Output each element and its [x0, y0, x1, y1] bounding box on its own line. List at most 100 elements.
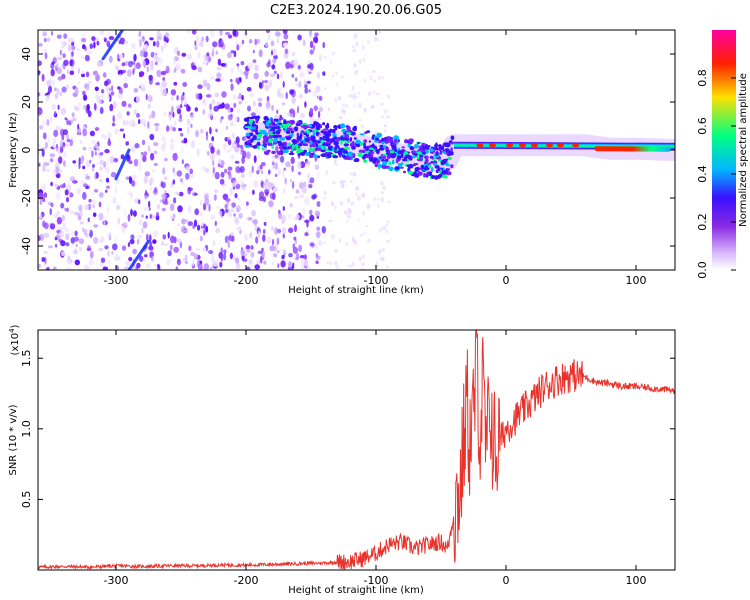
noise-blob: [247, 217, 253, 221]
noise-blob: [68, 37, 74, 44]
noise-blob: [214, 92, 219, 98]
noise-blob: [291, 73, 295, 78]
noise-blob: [173, 48, 177, 53]
noise-blob: [67, 44, 72, 52]
noise-blob: [314, 164, 320, 170]
signal-blob: [326, 153, 330, 158]
signal-blob: [401, 158, 408, 162]
signal-blob: [375, 149, 380, 154]
noise-blob: [190, 252, 195, 256]
noise-blob: [206, 82, 211, 91]
noise-blob: [73, 236, 80, 242]
noise-blob: [238, 212, 243, 219]
noise-blob: [121, 62, 126, 67]
noise-blob: [361, 192, 366, 199]
noise-blob: [240, 70, 245, 76]
noise-blob: [149, 214, 153, 219]
noise-blob: [113, 158, 119, 163]
noise-blob: [74, 248, 78, 255]
noise-blob: [206, 61, 209, 66]
signal-blob: [426, 158, 429, 163]
noise-blob: [282, 233, 285, 239]
noise-blob: [170, 182, 174, 188]
noise-blob: [86, 50, 92, 56]
noise-blob: [253, 155, 257, 164]
noise-blob: [297, 34, 302, 41]
signal-blob: [393, 135, 400, 141]
noise-blob: [227, 149, 231, 153]
noise-blob: [209, 76, 215, 80]
noise-blob: [38, 107, 43, 116]
noise-blob: [56, 67, 63, 75]
noise-blob: [358, 102, 362, 109]
noise-blob: [142, 155, 147, 162]
signal-blob: [313, 121, 318, 126]
noise-blob: [249, 232, 253, 239]
noise-blob: [117, 111, 123, 120]
noise-blob: [276, 73, 280, 80]
noise-blob: [273, 187, 277, 192]
noise-blob: [309, 40, 314, 49]
signal-blob: [379, 147, 385, 151]
noise-blob: [266, 61, 271, 68]
noise-blob: [84, 54, 90, 62]
noise-blob: [147, 103, 151, 109]
noise-blob: [227, 166, 233, 171]
spectral-streak: [127, 239, 150, 270]
noise-blob: [358, 217, 361, 221]
noise-blob: [71, 112, 75, 118]
noise-blob: [185, 172, 190, 180]
noise-blob: [66, 207, 69, 212]
signal-blob: [265, 121, 270, 127]
noise-blob: [341, 108, 344, 113]
noise-blob: [87, 80, 92, 85]
noise-blob: [175, 63, 181, 71]
noise-blob: [315, 260, 319, 265]
noise-blob: [285, 161, 291, 168]
noise-blob: [143, 44, 149, 49]
noise-blob: [42, 48, 48, 53]
noise-blob: [152, 239, 157, 245]
signal-blob: [409, 156, 413, 161]
noise-blob: [62, 160, 66, 167]
noise-blob: [385, 224, 389, 227]
noise-blob: [208, 250, 214, 254]
noise-blob: [218, 41, 224, 47]
noise-blob: [149, 152, 155, 161]
signal-blob: [272, 134, 279, 139]
noise-blob: [287, 112, 291, 117]
x-tick-label: 100: [626, 574, 647, 587]
noise-blob: [98, 192, 104, 198]
noise-blob: [294, 239, 298, 244]
signal-blob: [286, 137, 291, 141]
noise-blob: [114, 128, 119, 135]
signal-blob: [256, 138, 261, 141]
noise-blob: [340, 75, 345, 79]
noise-blob: [50, 115, 53, 123]
noise-blob: [271, 64, 276, 70]
noise-blob: [83, 32, 86, 38]
noise-blob: [138, 255, 144, 262]
signal-blob: [280, 142, 285, 146]
noise-blob: [234, 117, 239, 122]
noise-blob: [93, 41, 96, 49]
noise-blob: [288, 253, 293, 258]
noise-blob: [110, 171, 117, 178]
noise-blob: [99, 30, 105, 36]
noise-blob: [246, 249, 251, 253]
signal-blob: [270, 118, 274, 124]
noise-blob: [231, 202, 237, 208]
signal-blob: [244, 126, 251, 129]
noise-blob: [295, 252, 300, 260]
noise-blob: [240, 179, 243, 184]
noise-blob: [137, 234, 143, 239]
noise-blob: [54, 87, 57, 92]
signal-blob: [303, 149, 308, 154]
noise-blob: [48, 245, 53, 249]
noise-blob: [281, 254, 285, 260]
noise-blob: [61, 214, 65, 222]
signal-peak: [476, 143, 484, 148]
noise-blob: [92, 166, 95, 172]
noise-blob: [229, 121, 235, 127]
noise-blob: [250, 251, 255, 258]
